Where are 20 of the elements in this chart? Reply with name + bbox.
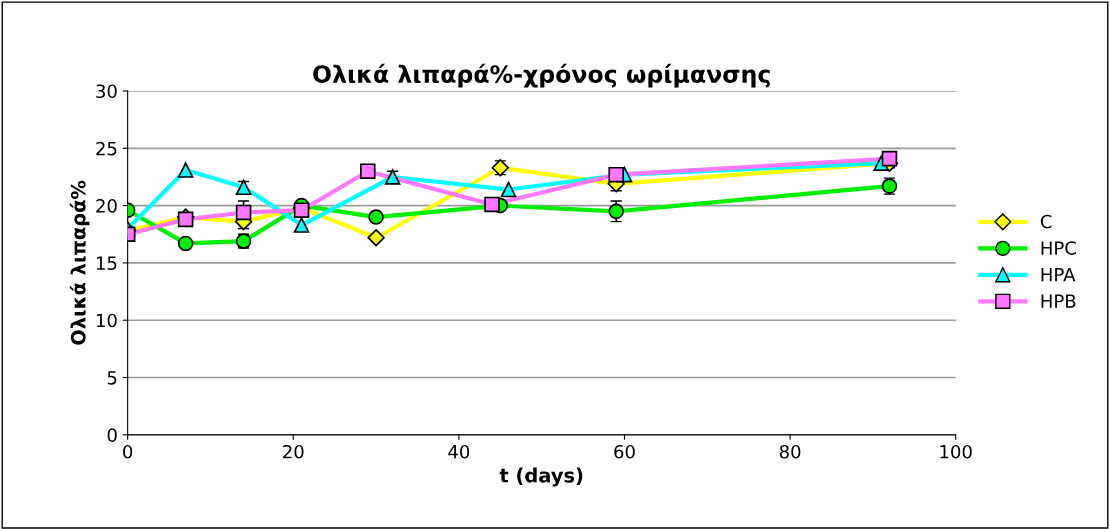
legend-label: C (1040, 214, 1052, 229)
y-tick-label: 0 (107, 428, 117, 442)
x-tick-label: 80 (779, 444, 801, 459)
legend-label: HPB (1041, 294, 1076, 308)
x-tick-label: 40 (448, 444, 470, 459)
y-tick-label: 15 (96, 256, 117, 271)
legend-label: HPA (1041, 267, 1076, 282)
y-tick-label: 5 (107, 371, 117, 385)
chart-title: Ολικά λιπαρά%-χρόνος ωρίμανσης (313, 63, 770, 88)
y-tick-label: 20 (96, 199, 117, 213)
y-axis-title: Ολικά λιπαρά% (69, 180, 90, 345)
x-tick-label: 20 (283, 444, 304, 459)
x-tick-label: 0 (123, 444, 133, 459)
y-tick-label: 10 (96, 313, 117, 328)
y-tick-label: 30 (96, 84, 117, 99)
legend-label: HPC (1041, 241, 1076, 255)
x-tick-label: 100 (940, 444, 972, 459)
y-tick-label: 25 (96, 141, 117, 156)
x-tick-label: 60 (614, 444, 635, 459)
x-axis-title: t (days) (499, 467, 583, 487)
